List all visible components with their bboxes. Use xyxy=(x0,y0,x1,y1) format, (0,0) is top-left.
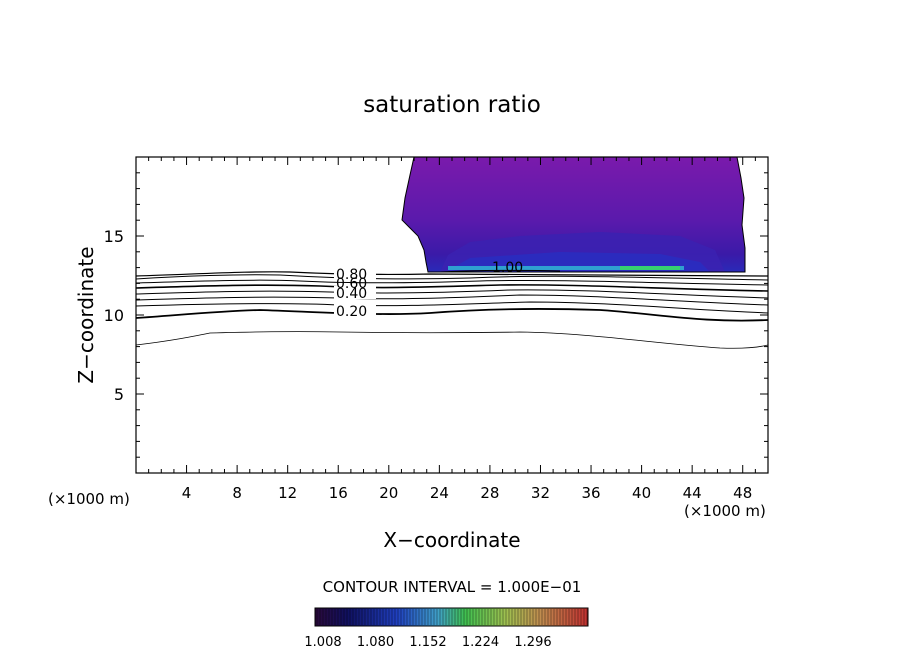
x-tick-label: 28 xyxy=(480,484,499,502)
x-tick-label: 48 xyxy=(733,484,752,502)
contour-line-080 xyxy=(136,274,768,281)
contour-line-050 xyxy=(136,289,768,299)
contour-line-070 xyxy=(136,279,768,286)
contour-lines xyxy=(136,269,768,349)
y-tick-label: 5 xyxy=(114,385,124,404)
contour-line-020 xyxy=(136,308,768,322)
y-tick-label: 15 xyxy=(104,227,124,246)
contour-label-060: 0.60 xyxy=(336,276,367,292)
supersaturated-peak-band xyxy=(448,266,684,270)
y-tick-label: 10 xyxy=(104,306,124,325)
contour-line-090 xyxy=(136,271,768,277)
chart-title: saturation ratio xyxy=(363,92,541,118)
contour-label-group xyxy=(334,267,376,317)
supersaturated-peak xyxy=(620,266,680,270)
supersaturated-boundary xyxy=(401,157,746,273)
contour-interval-text: CONTOUR INTERVAL = 1.000E−01 xyxy=(323,578,582,596)
colorbar-tick-label: 1.008 xyxy=(304,635,341,650)
x-tick-label: 12 xyxy=(278,484,297,502)
x-unit-left: (×1000 m) xyxy=(48,490,130,508)
x-tick-label: 20 xyxy=(379,484,398,502)
contour-line-040 xyxy=(136,294,768,306)
contour-label-040: 0.40 xyxy=(336,286,367,302)
axis-ticks xyxy=(136,157,768,473)
x-tick-label: 8 xyxy=(232,484,242,502)
x-tick-label: 32 xyxy=(531,484,550,502)
x-unit-right: (×1000 m) xyxy=(684,502,766,520)
x-tick-label: 24 xyxy=(430,484,449,502)
y-axis-label: Z−coordinate xyxy=(74,246,98,383)
colorbar-tick-label: 1.296 xyxy=(514,635,551,650)
contour-label-080: 0.80 xyxy=(336,267,367,283)
x-tick-label: 36 xyxy=(581,484,600,502)
colorbar-stripes xyxy=(316,609,588,625)
colorbar-tick-label: 1.224 xyxy=(462,635,499,650)
colorbar-tick-label: 1.080 xyxy=(357,635,394,650)
contour-line-100 xyxy=(439,269,561,273)
contour-label-100: 1.00 xyxy=(492,260,523,276)
x-tick-label: 40 xyxy=(632,484,651,502)
contour-line-030 xyxy=(136,301,768,314)
y-tick-labels: 5 10 15 xyxy=(104,227,124,404)
plot-area: 0.80 0.60 0.40 0.20 1.00 xyxy=(136,157,768,349)
x-tick-label: 16 xyxy=(329,484,348,502)
contour-label-020: 0.20 xyxy=(336,304,367,320)
x-tick-label: 44 xyxy=(683,484,702,502)
x-tick-label: 4 xyxy=(182,484,192,502)
contour-line-060 xyxy=(136,284,768,292)
x-tick-labels: 4 8 12 16 20 24 28 32 36 40 44 48 xyxy=(182,484,752,502)
colorbar-labels: 1.008 1.080 1.152 1.224 1.296 xyxy=(304,635,551,650)
colorbar-tick-label: 1.152 xyxy=(409,635,446,650)
contour-line-010 xyxy=(136,331,768,349)
x-axis-label: X−coordinate xyxy=(383,528,520,552)
